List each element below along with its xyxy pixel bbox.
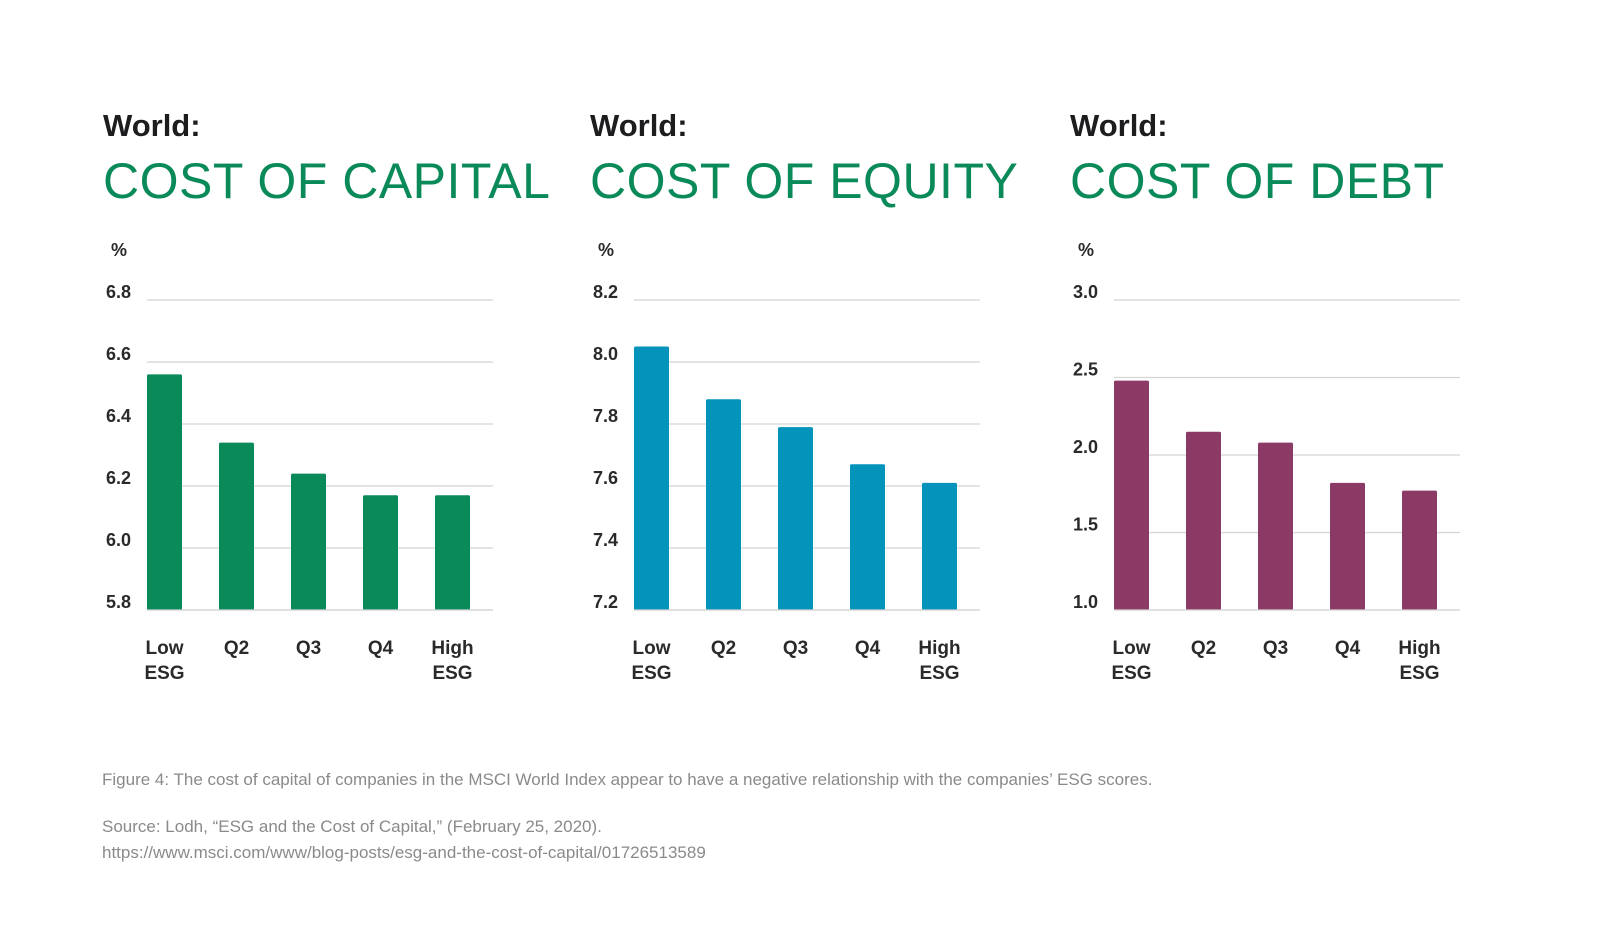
x-category-label: High [431, 638, 473, 659]
x-category-label: Q3 [296, 638, 321, 659]
bar [291, 473, 326, 610]
bar [435, 495, 470, 610]
x-category-label: Q3 [1263, 638, 1288, 659]
y-tick-label: 7.8 [593, 406, 618, 426]
bar-chart-cost-of-debt: % 1.0 1.5 2.0 2.5 3.0 Low ESG Q2 Q3 Q4 High ESG [1073, 240, 1460, 684]
y-axis-unit-label: % [1078, 240, 1094, 260]
x-category-label: ESG [1111, 663, 1151, 684]
x-category-label: High [1398, 638, 1440, 659]
y-tick-label: 8.0 [593, 344, 618, 364]
y-tick-label: 7.4 [593, 530, 618, 550]
chart-title: COST OF DEBT [1070, 153, 1445, 209]
y-tick-label: 6.2 [106, 468, 131, 488]
x-category-label: ESG [631, 663, 671, 684]
source-url: https://www.msci.com/www/blog-posts/esg-… [102, 843, 706, 862]
chart-title-prefix: World: [590, 108, 688, 143]
chart-panel-cost-of-capital: World: COST OF CAPITAL % 5.8 6.0 6.2 6.4 6.6 6… [103, 108, 550, 708]
bar [922, 482, 957, 610]
chart-title: COST OF EQUITY [590, 153, 1019, 209]
y-tick-label: 6.0 [106, 530, 131, 550]
bar-chart-cost-of-capital: % 5.8 6.0 6.2 6.4 6.6 6.8 Low ESG Q2 Q3 Q4 High ESG [106, 240, 493, 684]
y-tick-label: 2.0 [1073, 437, 1098, 457]
x-category-label: Q3 [783, 638, 808, 659]
bar [634, 346, 669, 610]
bar [850, 464, 885, 610]
bar [1330, 482, 1365, 610]
bar [147, 374, 182, 610]
bar-chart-cost-of-equity: % 7.2 7.4 7.6 7.8 8.0 8.2 Low ESG Q2 Q3 Q4 High ESG [593, 240, 980, 684]
y-axis-unit-label: % [598, 240, 614, 260]
chart-title-prefix: World: [103, 108, 201, 143]
bar [219, 442, 254, 610]
x-category-label: ESG [432, 663, 472, 684]
y-tick-label: 1.5 [1073, 515, 1098, 535]
source-citation: Source: Lodh, “ESG and the Cost of Capit… [102, 817, 602, 836]
y-tick-label: 7.6 [593, 468, 618, 488]
figure-caption: Figure 4: The cost of capital of compani… [102, 770, 1153, 789]
chart-panel-cost-of-equity: World: COST OF EQUITY % 7.2 7.4 7.6 7.8 8.0 8.… [590, 108, 1030, 708]
chart-title-prefix: World: [1070, 108, 1168, 143]
x-category-label: ESG [919, 663, 959, 684]
y-tick-label: 2.5 [1073, 360, 1098, 380]
y-tick-label: 8.2 [593, 282, 618, 302]
x-category-label: ESG [1399, 663, 1439, 684]
chart-title: COST OF CAPITAL [103, 153, 551, 209]
bar [1402, 490, 1437, 610]
y-tick-label: 5.8 [106, 592, 131, 612]
y-tick-label: 6.8 [106, 282, 131, 302]
x-category-label: Q4 [368, 638, 394, 659]
x-category-label: Low [1113, 638, 1151, 659]
y-axis-unit-label: % [111, 240, 127, 260]
y-tick-label: 6.4 [106, 406, 131, 426]
bar [1114, 380, 1149, 610]
x-category-label: Low [633, 638, 671, 659]
y-tick-label: 6.6 [106, 344, 131, 364]
x-category-label: Low [146, 638, 184, 659]
figure-source: Source: Lodh, “ESG and the Cost of Capit… [102, 814, 706, 866]
x-category-label: Q2 [224, 638, 249, 659]
x-category-label: Q2 [711, 638, 736, 659]
chart-panel-cost-of-debt: World: COST OF DEBT % 1.0 1.5 2.0 2.5 3.0 Low E… [1070, 108, 1510, 708]
bar [706, 399, 741, 610]
bar [778, 427, 813, 610]
x-category-label: High [918, 638, 960, 659]
x-category-label: Q2 [1191, 638, 1216, 659]
bar [363, 495, 398, 610]
x-category-label: ESG [144, 663, 184, 684]
x-category-label: Q4 [855, 638, 881, 659]
y-tick-label: 3.0 [1073, 282, 1098, 302]
x-category-label: Q4 [1335, 638, 1361, 659]
y-tick-label: 7.2 [593, 592, 618, 612]
bar [1258, 442, 1293, 610]
bar [1186, 431, 1221, 610]
y-tick-label: 1.0 [1073, 592, 1098, 612]
